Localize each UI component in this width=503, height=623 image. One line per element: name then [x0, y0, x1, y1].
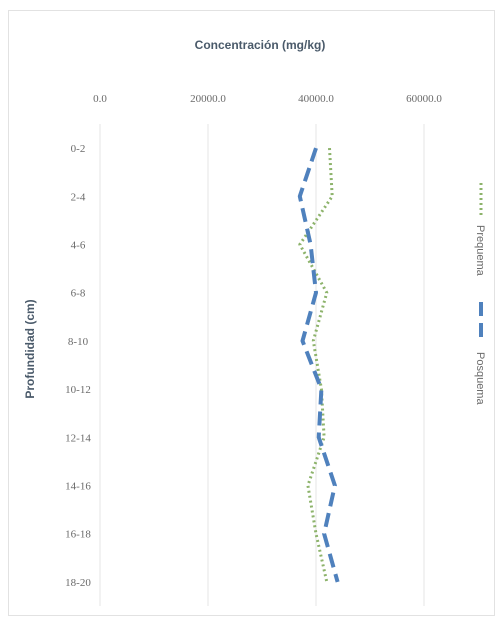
y-tick-label: 12-14 [65, 432, 91, 444]
chart-title: Concentración (mg/kg) [195, 38, 326, 52]
x-tick-label: 40000.0 [298, 93, 334, 105]
y-tick-label: 14-16 [65, 481, 91, 493]
series-line-posquema [297, 147, 340, 583]
y-tick-label: 6-8 [71, 288, 86, 300]
y-tick-label: 2-4 [71, 191, 86, 203]
y-axis-label: Profundidad (cm) [23, 299, 37, 398]
x-tick-label: 20000.0 [190, 93, 226, 105]
chart-frame [8, 10, 495, 616]
y-tick-label: 0-2 [71, 143, 86, 155]
y-tick-label: 18-20 [65, 577, 91, 589]
x-tick-label: 0.0 [93, 93, 107, 105]
series-line-prequema [298, 148, 334, 583]
y-tick-label: 16-18 [65, 529, 91, 541]
y-tick-label: 8-10 [68, 336, 89, 348]
x-tick-label: 60000.0 [406, 93, 442, 105]
y-tick-label: 4-6 [71, 240, 86, 252]
legend-label: Prequema [474, 225, 486, 277]
legend-label: Posquema [474, 352, 486, 405]
y-tick-label: 10-12 [65, 384, 91, 396]
